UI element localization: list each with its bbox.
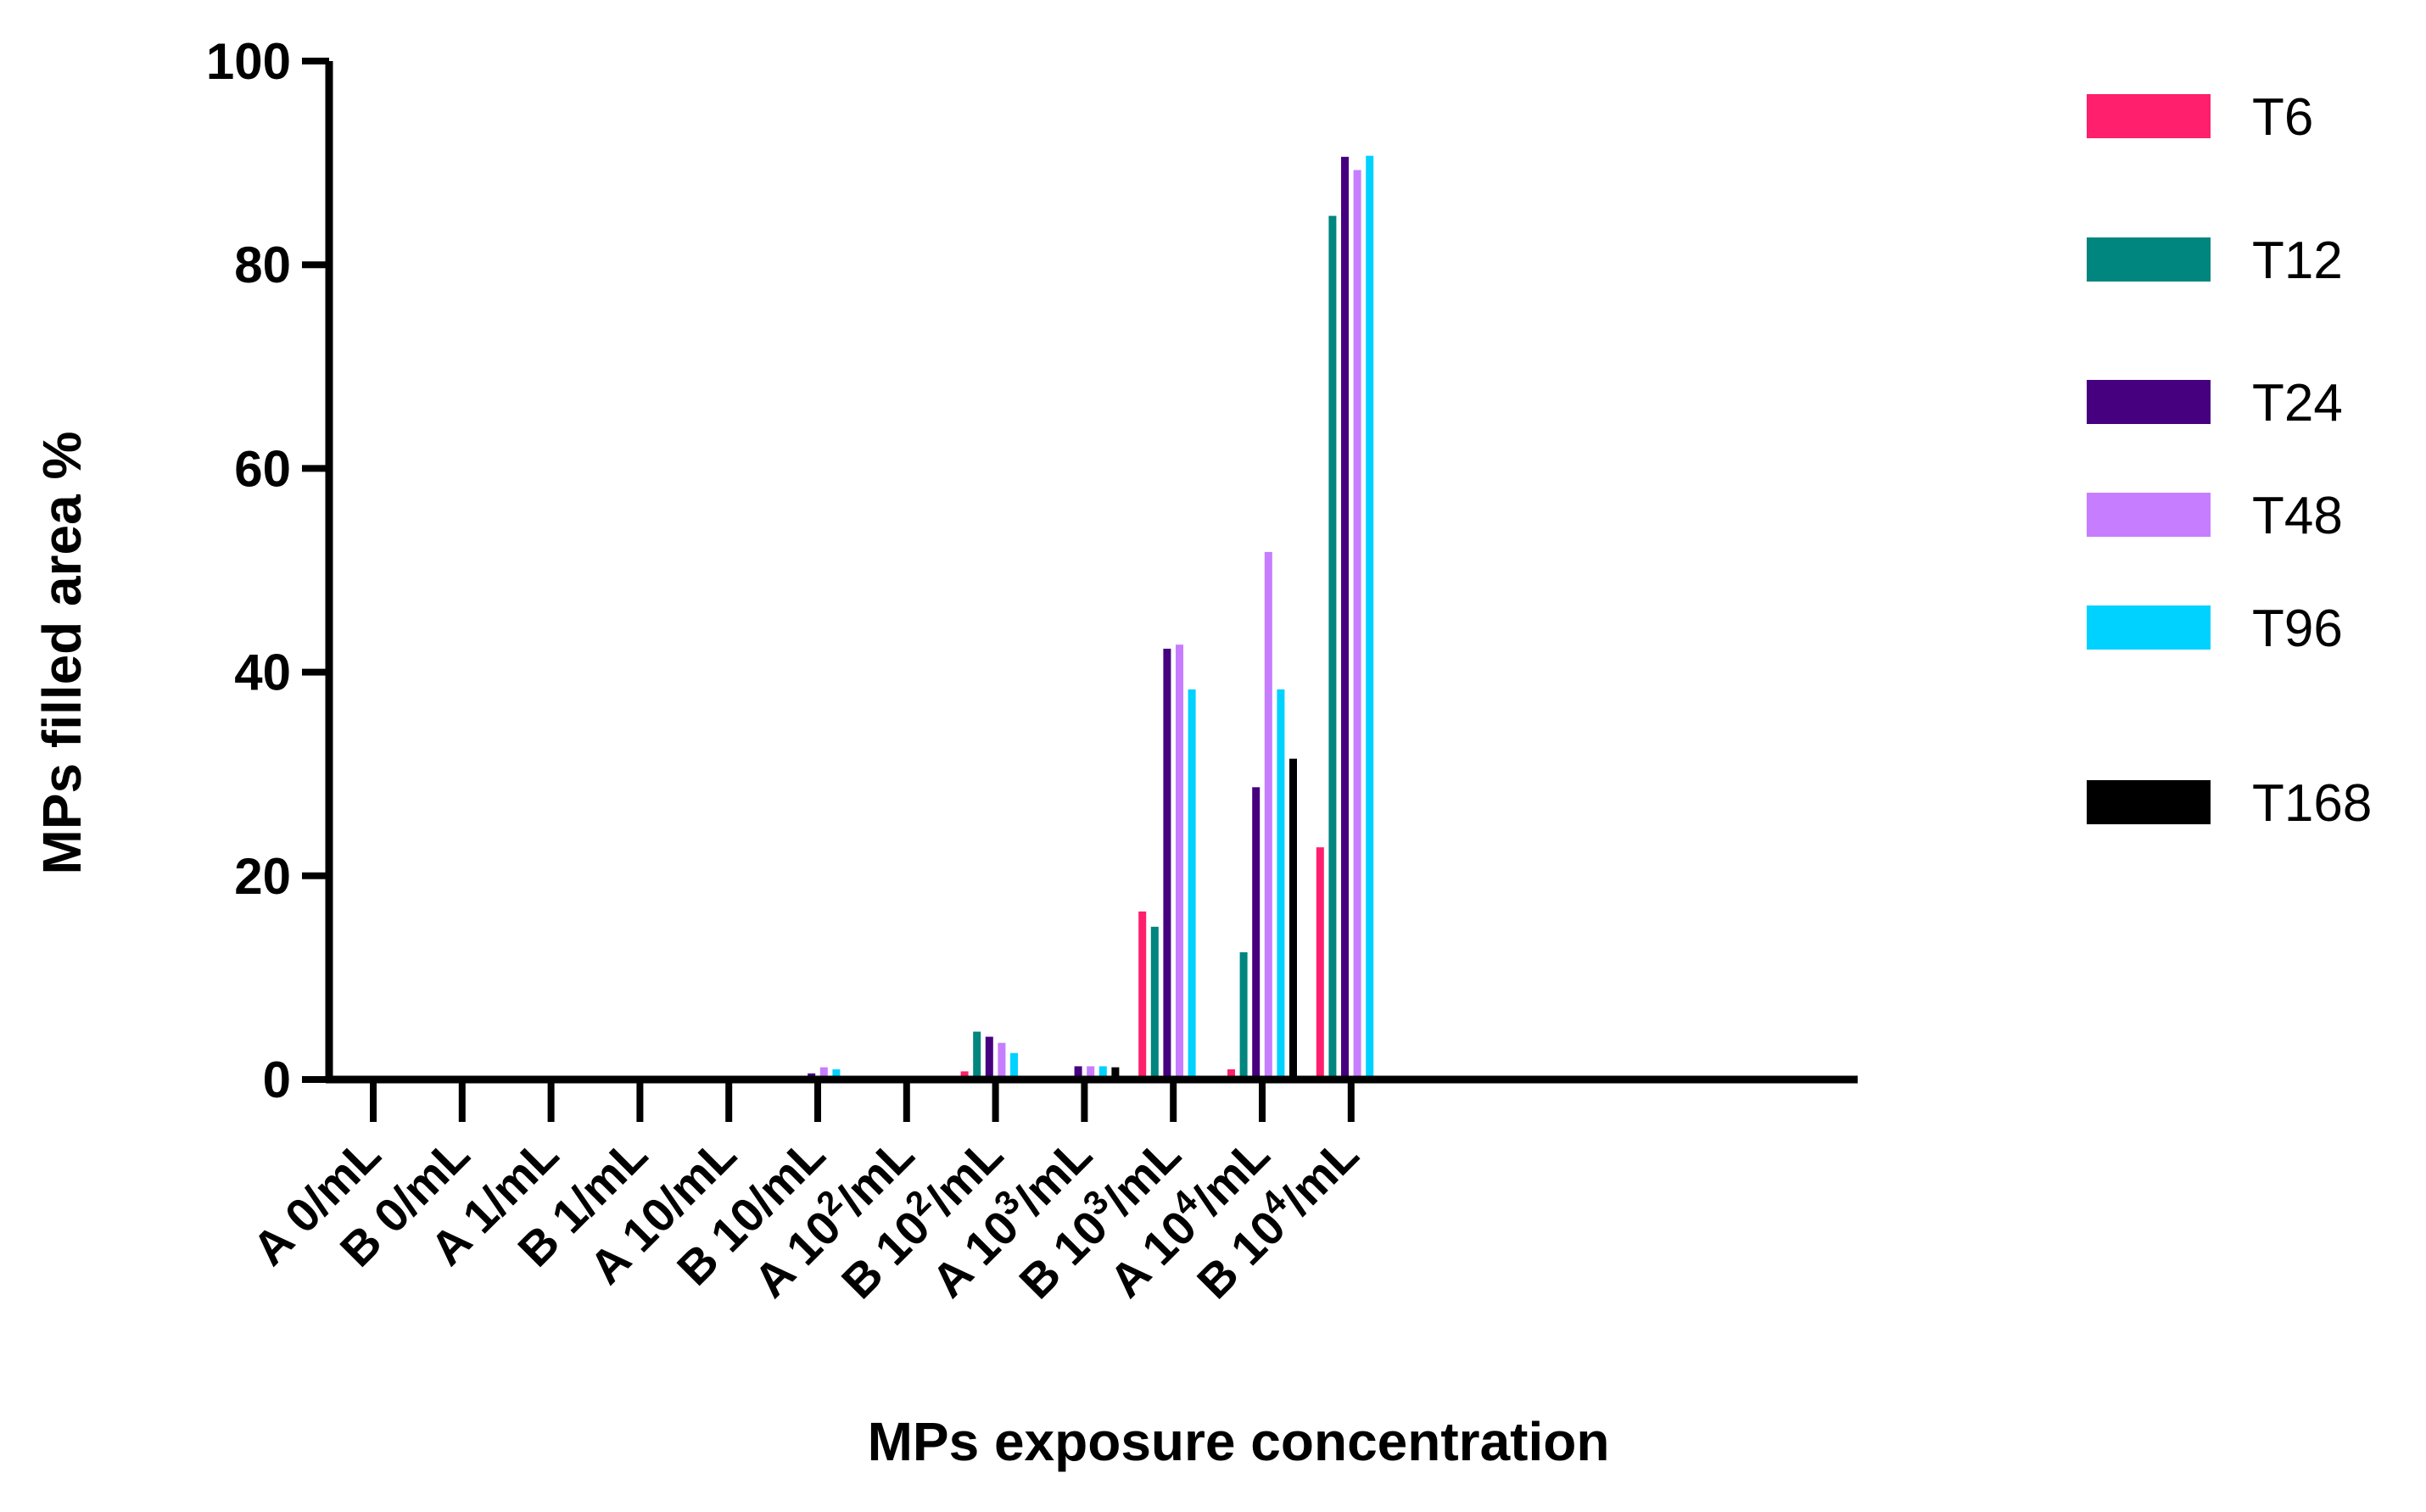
bar-t12 [1150,926,1159,1080]
bar-t168 [1289,758,1297,1080]
bar-t96 [1277,689,1285,1080]
bar-t6 [1138,911,1147,1080]
bar-t96 [1366,155,1374,1080]
bar-t96 [1098,1066,1107,1080]
bar-t12 [1328,215,1337,1080]
bar-t12 [1239,951,1248,1080]
bar-t6 [1316,847,1324,1080]
bar-t48 [1087,1066,1095,1080]
legend-label-t6: T6 [2252,88,2313,147]
y-tick-label: 20 [234,848,291,905]
y-axis-ticks: 0 20 40 60 80 100 [206,33,329,1108]
legend-swatch-t96 [2087,605,2211,650]
legend-label-t24: T24 [2252,374,2343,432]
legend-swatch-t24 [2087,380,2211,424]
legend-swatch-t48 [2087,493,2211,537]
bar-t96 [1010,1052,1018,1080]
bar-t48 [819,1067,828,1080]
legend-label-t96: T96 [2252,600,2343,658]
bar-t48 [998,1042,1006,1080]
bar-t24 [1163,648,1171,1080]
legend: T6 T12 T24 T48 T96 T168 [2087,88,2372,833]
legend-label-t48: T48 [2252,487,2343,545]
bars-group [808,155,1374,1080]
bar-t96 [1188,689,1196,1080]
bar-t24 [1252,787,1261,1080]
x-axis-ticks: A 0/mLB 0/mLA 1/mLB 1/mLA 10/mLB 10/mLA … [242,1080,1368,1308]
legend-swatch-t168 [2087,780,2211,824]
legend-label-t168: T168 [2252,774,2372,833]
legend-swatch-t6 [2087,94,2211,138]
bar-t6 [960,1071,969,1080]
bar-t24 [985,1036,993,1080]
bar-t48 [1176,644,1183,1080]
bar-t12 [973,1031,981,1080]
y-tick-label: 60 [234,440,291,497]
y-axis-title: MPs filled area % [31,432,92,875]
bar-t168 [1111,1067,1120,1080]
y-tick-label: 100 [206,33,291,90]
legend-swatch-t12 [2087,237,2211,282]
x-axis-title: MPs exposure concentration [868,1411,1610,1472]
y-tick-label: 80 [234,237,291,293]
legend-label-t12: T12 [2252,232,2343,290]
bar-t6 [1227,1068,1235,1080]
bar-t24 [1074,1066,1082,1080]
bar-t48 [1353,170,1361,1080]
bar-t96 [832,1068,841,1080]
bar-t24 [1341,156,1349,1080]
y-tick-label: 0 [263,1052,291,1108]
y-tick-label: 40 [234,644,291,701]
bar-t48 [1264,551,1272,1080]
